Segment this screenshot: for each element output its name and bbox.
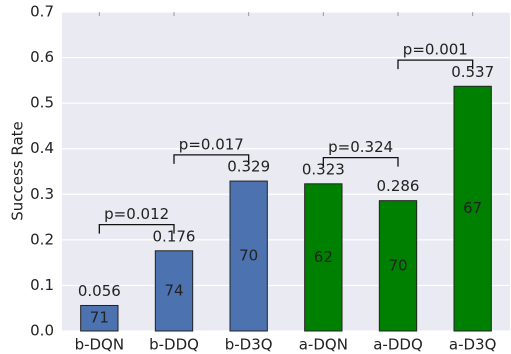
bar-label: 71 <box>90 309 109 327</box>
bracket <box>322 156 399 167</box>
y-axis-label: Success Rate <box>9 121 27 221</box>
bar-label: 70 <box>239 247 258 265</box>
plot-area <box>62 12 510 331</box>
bar <box>154 250 194 332</box>
bar <box>378 200 418 332</box>
bar-label: 74 <box>164 281 183 299</box>
y-tick-label: 0.3 <box>30 185 54 203</box>
value-label: 0.323 <box>302 160 345 178</box>
bar-label: 67 <box>463 199 482 217</box>
value-label: 0.537 <box>451 63 494 81</box>
bracket <box>397 59 474 70</box>
value-label: 0.056 <box>78 282 121 300</box>
x-tick-label: b-DDQ <box>149 336 199 354</box>
bar-label: 70 <box>388 256 407 274</box>
annotation: p=0.001 <box>403 41 468 59</box>
value-label: 0.329 <box>227 158 270 176</box>
bar <box>80 304 119 332</box>
y-tick-label: 0.4 <box>30 139 54 157</box>
annotation: p=0.017 <box>179 135 244 153</box>
bracket <box>173 154 250 164</box>
bar <box>229 180 268 332</box>
x-tick-label: a-D3Q <box>449 336 497 354</box>
annotation: p=0.012 <box>104 205 169 223</box>
bar <box>304 183 343 332</box>
annotation: p=0.324 <box>328 138 393 156</box>
y-tick-label: 0.0 <box>30 322 54 340</box>
x-tick-label: b-D3Q <box>225 336 273 354</box>
value-label: 0.176 <box>153 227 196 245</box>
bar-label: 62 <box>314 248 333 266</box>
bar <box>453 85 492 332</box>
y-tick-label: 0.2 <box>30 230 54 248</box>
y-tick-label: 0.6 <box>30 48 54 66</box>
x-tick-label: a-DQN <box>299 336 348 354</box>
y-tick-label: 0.5 <box>30 94 54 112</box>
bracket <box>98 223 175 234</box>
y-tick-label: 0.7 <box>30 3 54 21</box>
value-label: 0.286 <box>377 177 420 195</box>
y-tick-label: 0.1 <box>30 276 54 294</box>
x-tick-label: b-DQN <box>75 336 125 354</box>
x-tick-label: a-DDQ <box>373 336 423 354</box>
